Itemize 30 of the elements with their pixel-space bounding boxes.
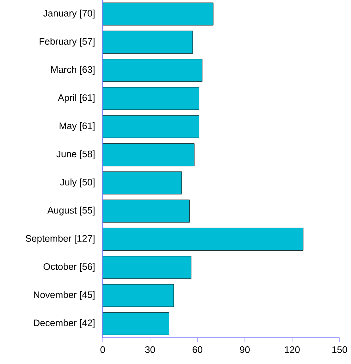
bar — [102, 30, 194, 54]
y-tick-label: September [127] — [26, 235, 95, 244]
x-tick-label: 90 — [240, 346, 250, 354]
bar — [102, 144, 195, 166]
bar — [102, 172, 182, 195]
y-tick-label: February [57] — [40, 38, 95, 47]
y-tick-label: January [70] — [44, 10, 95, 19]
bar — [102, 284, 174, 308]
y-tick-label: August [55] — [48, 206, 95, 216]
x-tick-label: 0 — [100, 346, 106, 354]
bar — [102, 59, 203, 82]
bar — [102, 200, 190, 223]
x-tick-label: 150 — [332, 346, 348, 354]
y-tick-label: November [45] — [34, 291, 95, 300]
x-tick-label: 60 — [192, 346, 203, 354]
x-tick-label: 30 — [145, 346, 156, 354]
y-tick-label: April [61] — [58, 94, 95, 104]
bar — [102, 256, 192, 280]
y-tick-label: May [61] — [60, 122, 95, 132]
bar — [102, 2, 214, 26]
y-tick-label: December [42] — [34, 320, 95, 328]
y-tick-label: October [56] — [44, 263, 95, 272]
x-tick-label: 120 — [285, 346, 300, 354]
bar — [102, 87, 200, 110]
bar — [102, 115, 200, 138]
y-tick-label: March [63] — [52, 66, 95, 75]
bar — [102, 312, 170, 336]
y-tick-label: June [58] — [56, 150, 95, 160]
bar — [102, 228, 304, 251]
y-tick-label: July [50] — [60, 178, 95, 188]
